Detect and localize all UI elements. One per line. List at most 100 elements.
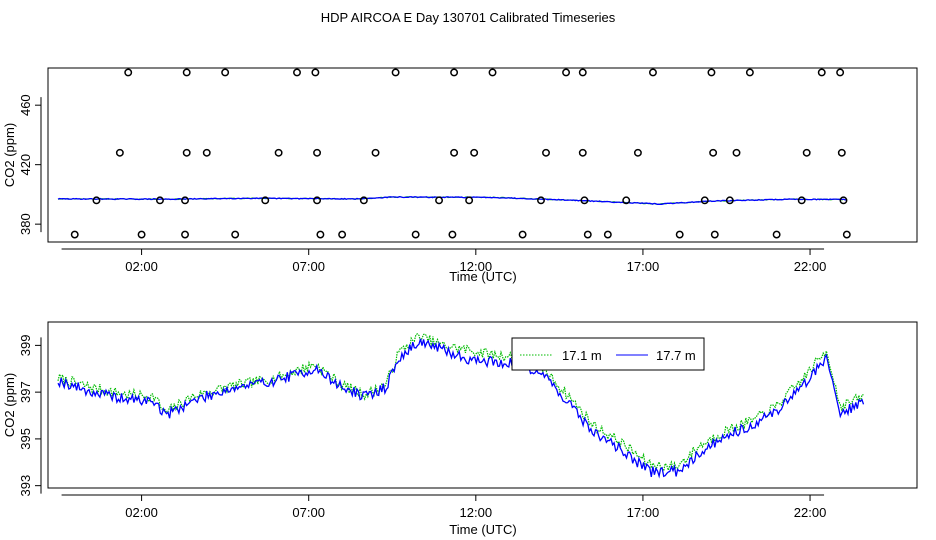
calibration-point xyxy=(707,68,716,77)
calibration-point xyxy=(518,230,527,239)
top-series-17-7m-line xyxy=(57,196,848,205)
top-timeseries-layer xyxy=(57,196,848,205)
calibration-point xyxy=(92,196,101,205)
calibration-point xyxy=(842,230,851,239)
calibration-point xyxy=(542,148,550,157)
calibration-point xyxy=(839,196,848,205)
calibration-point xyxy=(578,68,587,77)
calibration-point xyxy=(488,68,497,77)
calibration-point xyxy=(435,196,443,205)
top-x-tick-label: 12:00 xyxy=(460,259,493,274)
calibration-point xyxy=(156,196,164,205)
figure-title: HDP AIRCOA E Day 130701 Calibrated Times… xyxy=(321,10,616,25)
top-panel-calibration-plot: 02:00 07:00 12:00 17:00 22:00 380 420 460 Time… xyxy=(2,67,918,284)
calibration-point xyxy=(745,68,754,77)
top-y-tick-label: 460 xyxy=(18,94,33,116)
calibration-point xyxy=(802,148,811,157)
top-y-axis-label: CO2 (ppm) xyxy=(2,123,17,187)
calibration-point xyxy=(261,196,270,205)
calibration-point xyxy=(817,68,826,77)
bottom-x-tick-label: 22:00 xyxy=(794,505,827,520)
top-x-tick-label: 07:00 xyxy=(292,259,325,274)
bottom-y-tick-label: 393 xyxy=(18,475,33,497)
calibration-point xyxy=(675,230,684,239)
calibration-point xyxy=(772,230,781,239)
bottom-plot-frame xyxy=(47,321,918,489)
top-calibration-points-layer xyxy=(70,68,851,239)
bottom-series-layer xyxy=(57,333,865,479)
calibration-point xyxy=(732,148,741,157)
bottom-x-tick-label: 17:00 xyxy=(627,505,660,520)
calibration-point xyxy=(603,230,612,239)
calibration-point xyxy=(649,68,657,77)
calibration-point xyxy=(359,196,368,205)
calibration-point xyxy=(231,230,240,239)
calibration-point xyxy=(293,68,301,77)
calibration-point xyxy=(580,196,589,205)
top-x-axis: 02:00 07:00 12:00 17:00 22:00 xyxy=(61,248,827,274)
legend-label-17-1m: 17.1 m xyxy=(562,348,602,363)
top-y-axis: 380 420 460 xyxy=(18,94,42,235)
calibration-point xyxy=(202,148,211,157)
calibration-point xyxy=(391,68,400,77)
calibration-point xyxy=(311,68,320,77)
calibration-point xyxy=(448,230,457,239)
bottom-x-axis-label: Time (UTC) xyxy=(449,522,516,537)
calibration-point xyxy=(578,148,587,157)
calibration-point xyxy=(470,148,479,157)
series-17-1m-line xyxy=(57,333,864,473)
legend: 17.1 m 17.7 m xyxy=(511,337,705,371)
bottom-y-tick-label: 399 xyxy=(18,335,33,357)
calibration-point xyxy=(221,68,230,77)
legend-box xyxy=(511,337,705,371)
calibration-point xyxy=(115,148,124,157)
bottom-x-tick-label: 12:00 xyxy=(460,505,493,520)
calibration-point xyxy=(836,68,845,77)
calibration-point xyxy=(633,148,642,157)
bottom-y-tick-label: 395 xyxy=(18,428,33,450)
calibration-point xyxy=(371,148,380,157)
calibration-point xyxy=(313,196,322,205)
calibration-point xyxy=(181,230,189,239)
calibration-point xyxy=(622,196,631,205)
bottom-panel-timeseries-plot: 02:00 07:00 12:00 17:00 22:00 393 395 397 399 T… xyxy=(2,321,918,537)
calibration-point xyxy=(182,68,191,77)
top-y-tick-label: 380 xyxy=(18,213,33,235)
calibration-point xyxy=(338,230,347,239)
bottom-y-axis-label: CO2 (ppm) xyxy=(2,373,17,437)
calibration-point xyxy=(562,68,571,77)
calibration-point xyxy=(837,148,846,157)
calibration-point xyxy=(137,230,146,239)
calibration-point xyxy=(316,230,325,239)
bottom-x-axis: 02:00 07:00 12:00 17:00 22:00 xyxy=(61,494,827,520)
legend-label-17-7m: 17.7 m xyxy=(656,348,696,363)
calibration-point xyxy=(124,68,133,77)
top-y-tick-label: 420 xyxy=(18,154,33,176)
calibration-point xyxy=(274,148,283,157)
calibration-point xyxy=(70,230,79,239)
top-x-axis-label: Time (UTC) xyxy=(449,269,516,284)
top-x-tick-label: 22:00 xyxy=(794,259,827,274)
calibration-point xyxy=(450,148,459,157)
bottom-y-axis: 393 395 397 399 xyxy=(18,335,42,497)
calibration-point xyxy=(700,196,709,205)
series-17-7m-line xyxy=(57,338,865,479)
calibration-point xyxy=(450,68,459,77)
top-plot-frame xyxy=(47,67,918,243)
calibration-point xyxy=(710,230,719,239)
calibration-point xyxy=(465,196,474,205)
calibration-point xyxy=(537,196,545,205)
calibration-point xyxy=(709,148,718,157)
calibration-point xyxy=(182,148,191,157)
bottom-x-tick-label: 07:00 xyxy=(292,505,325,520)
top-x-tick-label: 02:00 xyxy=(125,259,158,274)
calibration-point xyxy=(181,196,189,205)
calibration-point xyxy=(725,196,734,205)
bottom-x-tick-label: 02:00 xyxy=(125,505,158,520)
top-x-tick-label: 17:00 xyxy=(627,259,660,274)
calibration-point xyxy=(411,230,420,239)
bottom-y-tick-label: 397 xyxy=(18,381,33,403)
calibration-point xyxy=(313,148,322,157)
calibration-point xyxy=(797,196,806,205)
